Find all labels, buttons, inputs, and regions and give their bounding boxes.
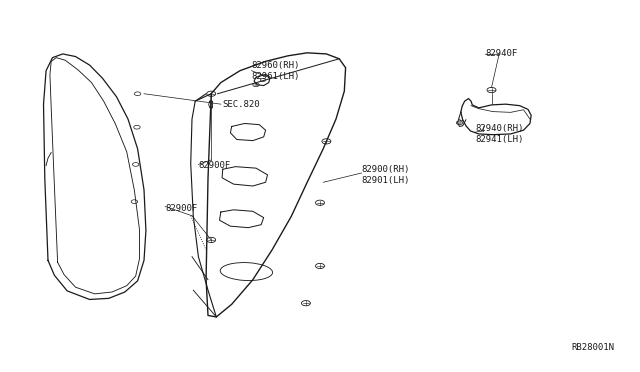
Text: 82900(RH)
82901(LH): 82900(RH) 82901(LH) (362, 165, 410, 185)
Text: 82900F: 82900F (198, 161, 230, 170)
Text: 82900F: 82900F (165, 204, 197, 213)
Text: 82940(RH)
82941(LH): 82940(RH) 82941(LH) (476, 124, 524, 144)
Text: RB28001N: RB28001N (572, 343, 614, 352)
Text: SEC.820: SEC.820 (223, 100, 260, 109)
Text: 82960(RH)
82961(LH): 82960(RH) 82961(LH) (252, 61, 300, 81)
Text: 82940F: 82940F (485, 49, 517, 58)
